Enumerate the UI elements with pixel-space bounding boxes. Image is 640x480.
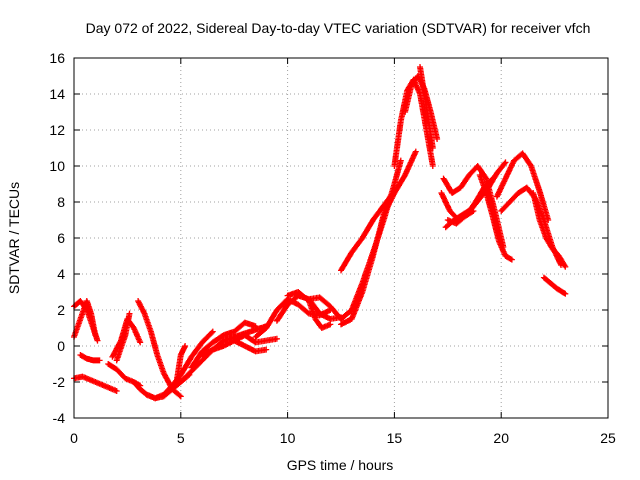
- y-tick-label: 8: [57, 194, 65, 210]
- y-tick-label: 4: [57, 266, 65, 282]
- y-tick-label: -2: [53, 374, 66, 390]
- y-tick-labels: -4 -2 0 2 4 6 8 10 12 14 16: [49, 50, 65, 426]
- data-point-cluster: [442, 159, 509, 231]
- data-points: [71, 64, 569, 402]
- data-point-cluster: [77, 352, 103, 364]
- data-point-cluster: [306, 157, 404, 322]
- y-tick-label: -4: [53, 410, 66, 426]
- data-point-cluster: [338, 188, 398, 274]
- y-axis-label: SDTVAR / TECUs: [6, 182, 22, 294]
- chart-title: Day 072 of 2022, Sidereal Day-to-day VTE…: [86, 20, 591, 36]
- data-point-cluster: [231, 337, 270, 355]
- series-track-af: [540, 274, 569, 297]
- x-tick-label: 25: [600, 430, 616, 446]
- data-point-cluster: [71, 373, 120, 394]
- y-tick-label: 6: [57, 230, 65, 246]
- data-point-cluster: [540, 274, 569, 297]
- series-track-aa: [442, 159, 509, 231]
- x-tick-label: 10: [280, 430, 296, 446]
- series-track-t: [338, 148, 419, 328]
- series-track-i: [113, 310, 133, 364]
- data-point-cluster: [338, 148, 419, 328]
- series-track-ag: [444, 208, 477, 227]
- x-tick-label: 5: [177, 430, 185, 446]
- y-tick-label: 14: [49, 86, 65, 102]
- data-point-cluster: [113, 310, 133, 364]
- y-tick-label: 16: [49, 50, 65, 66]
- series-track-c: [77, 352, 103, 364]
- series-track-ab: [476, 172, 515, 263]
- x-tick-labels: 0 5 10 15 20 25: [70, 430, 616, 446]
- y-tick-label: 12: [49, 122, 65, 138]
- data-point-cluster: [493, 150, 552, 223]
- series-track-ae: [530, 190, 569, 270]
- series-track-d: [71, 373, 120, 394]
- plot-frame: [73, 57, 609, 419]
- series-track-r: [284, 289, 334, 331]
- data-point-cluster: [476, 172, 515, 263]
- data-point-cluster: [530, 190, 569, 270]
- data-point-cluster: [188, 319, 259, 371]
- data-point-cluster: [444, 208, 477, 227]
- data-point-cluster: [284, 289, 334, 331]
- x-axis-label: GPS time / hours: [287, 457, 394, 473]
- series-track-x: [417, 64, 436, 151]
- series-track-u: [338, 188, 398, 274]
- x-tick-label: 20: [493, 430, 509, 446]
- data-point-cluster: [173, 343, 189, 385]
- y-tick-label: 2: [57, 302, 65, 318]
- grid: [74, 58, 608, 418]
- data-point-cluster: [417, 64, 436, 151]
- x-tick-label: 15: [387, 430, 403, 446]
- series-track-k: [173, 343, 189, 385]
- x-tick-label: 0: [70, 430, 78, 446]
- series-track-ac: [493, 150, 552, 223]
- series-track-s: [306, 157, 404, 322]
- y-tick-label: 10: [49, 158, 65, 174]
- series-track-o: [231, 337, 270, 355]
- y-tick-label: 0: [57, 338, 65, 354]
- series-track-m: [188, 319, 259, 371]
